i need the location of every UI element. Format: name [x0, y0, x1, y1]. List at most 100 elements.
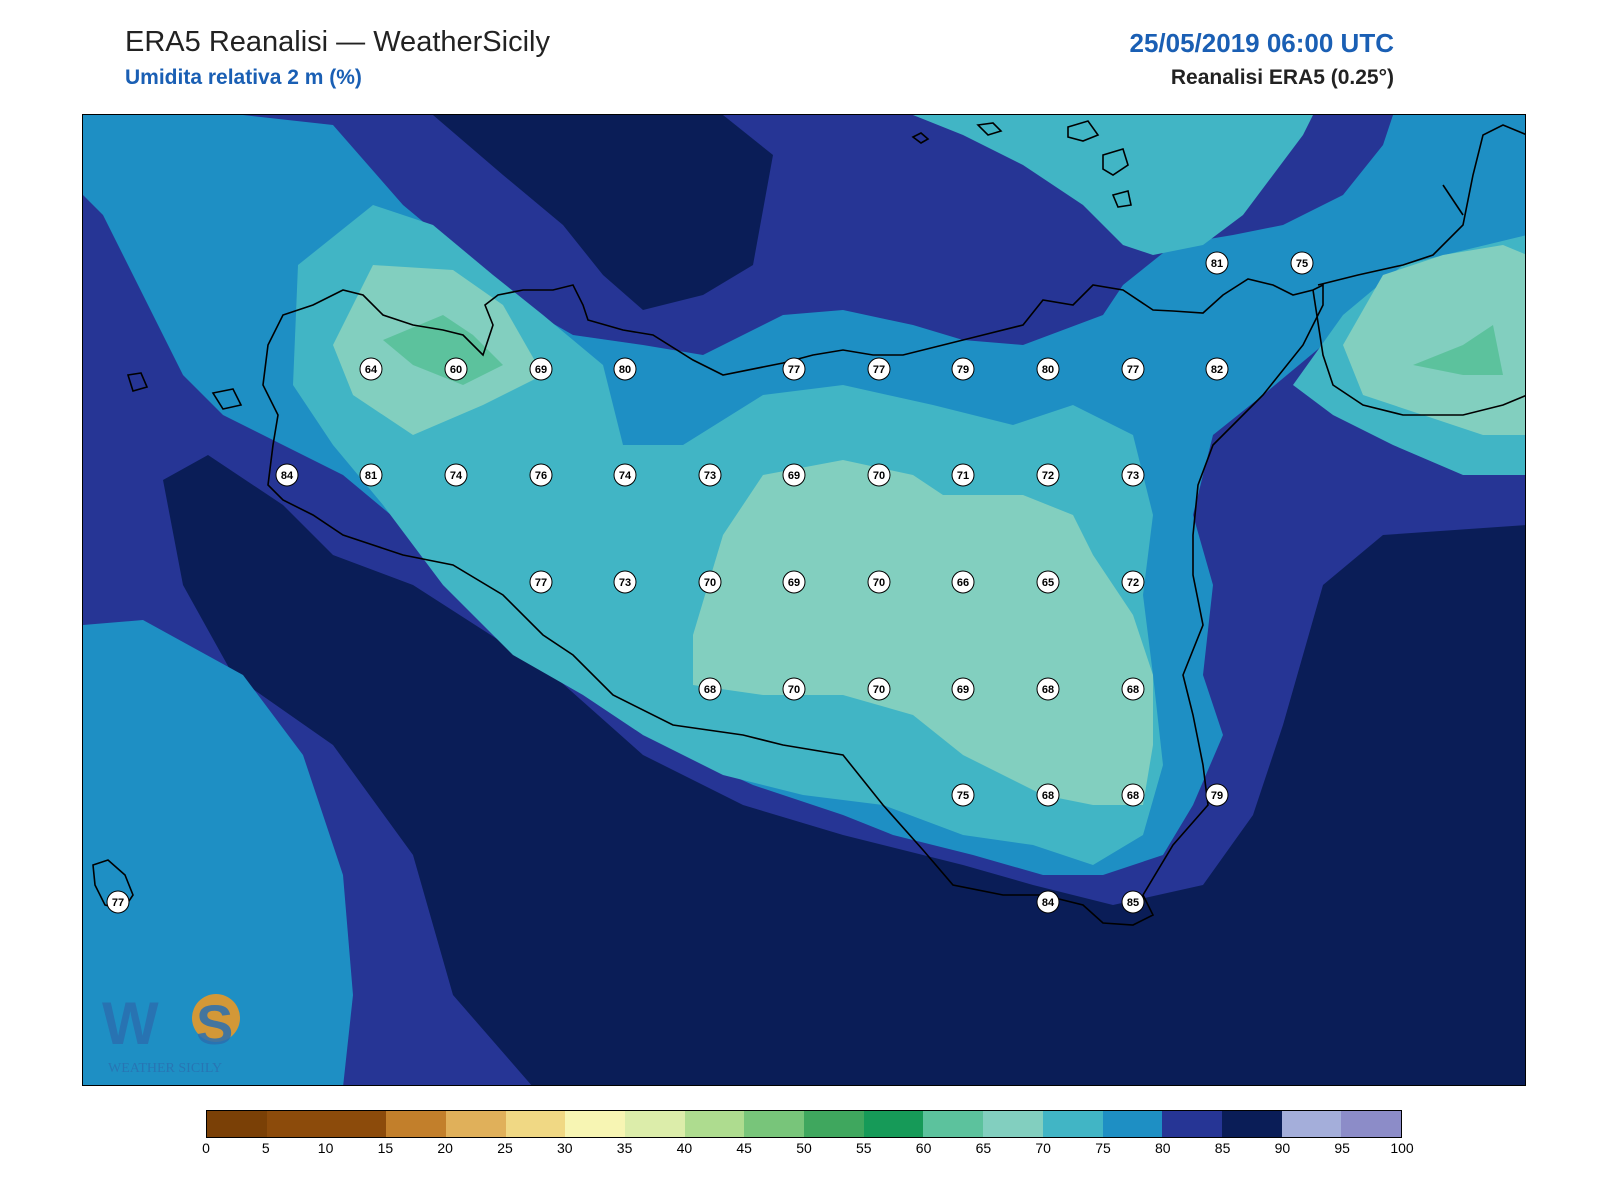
svg-text:W: W	[102, 990, 159, 1057]
station-marker: 77	[867, 357, 891, 381]
band-70-75-northeast	[913, 115, 1313, 255]
station-marker: 80	[1036, 357, 1060, 381]
coastline	[92, 120, 1525, 926]
colorbar-segment	[1162, 1111, 1222, 1137]
station-marker: 76	[529, 463, 553, 487]
station-value: 72	[1127, 577, 1139, 589]
station-marker: 81	[1205, 251, 1229, 275]
station-marker: 70	[867, 677, 891, 701]
colorbar-segment	[326, 1111, 387, 1137]
station-value: 72	[1042, 470, 1054, 482]
colorbar-segment	[386, 1111, 446, 1137]
station-value: 73	[619, 577, 631, 589]
station-value: 77	[873, 364, 885, 376]
svg-text:S: S	[196, 993, 233, 1056]
humidity-map: 64 60 69 80 77 77 79 80 77 82 84 81 74 76 74 73 69 70 71 72…	[82, 114, 1526, 1086]
colorbar-segment	[565, 1111, 625, 1137]
station-marker: 69	[782, 463, 806, 487]
colorbar-segment	[863, 1111, 924, 1137]
station-marker: 70	[867, 570, 891, 594]
colorbar-segment	[207, 1111, 267, 1137]
colorbar-segment	[804, 1111, 864, 1137]
station-value: 70	[873, 684, 885, 696]
station-values: 64 60 69 80 77 77 79 80 77 82 84 81 74 76 74 73 69 70 71 72…	[106, 251, 1314, 914]
band-85-90-north	[433, 115, 773, 310]
station-value: 79	[1211, 790, 1223, 802]
map-source: Reanalisi ERA5 (0.25°)	[1170, 66, 1394, 89]
station-marker: 68	[1121, 677, 1145, 701]
band-65-70-center	[693, 460, 1153, 805]
station-value: 71	[957, 470, 969, 482]
colorbar-tick-label: 60	[915, 1140, 932, 1156]
map-datetime: 25/05/2019 06:00 UTC	[1129, 28, 1394, 58]
station-value: 76	[535, 470, 547, 482]
colorbar-segment	[1042, 1111, 1103, 1137]
station-marker: 80	[613, 357, 637, 381]
station-value: 85	[1127, 897, 1139, 909]
station-marker: 73	[1121, 463, 1145, 487]
band-65-70-east	[1343, 245, 1525, 435]
map-title: ERA5 Reanalisi — WeatherSicily	[125, 26, 550, 58]
colorbar-tick-label: 95	[1334, 1140, 1350, 1156]
colorbar-tick-label: 65	[975, 1140, 992, 1156]
colorbar-tick-label: 0	[202, 1140, 210, 1156]
station-value: 77	[788, 364, 800, 376]
station-marker: 69	[529, 357, 553, 381]
colorbar-tick-label: 35	[616, 1140, 633, 1156]
colorbar-tick-label: 55	[856, 1140, 872, 1156]
station-value: 84	[1042, 897, 1055, 909]
station-value: 80	[619, 364, 631, 376]
colorbar-segment	[684, 1111, 745, 1137]
station-value: 81	[1211, 258, 1223, 270]
colorbar-tick-label: 50	[796, 1140, 812, 1156]
colorbar-segment	[1102, 1111, 1163, 1137]
svg-text:WEATHER SICILY: WEATHER SICILY	[108, 1061, 222, 1076]
station-value: 81	[365, 470, 377, 482]
colorbar-segment	[1341, 1111, 1402, 1137]
station-value: 69	[957, 684, 969, 696]
station-value: 68	[704, 684, 716, 696]
station-marker: 68	[1121, 783, 1145, 807]
station-value: 82	[1211, 364, 1223, 376]
station-value: 69	[788, 470, 800, 482]
station-value: 68	[1127, 790, 1139, 802]
colorbar-tick-label: 15	[377, 1140, 394, 1156]
colorbar-ticks: 0 5 10 15 20 25 30 35 40 45 50 55 60 65 70 75 80 85 90 95 10…	[202, 1140, 1414, 1160]
colorbar-segment	[1221, 1111, 1282, 1137]
station-marker: 71	[951, 463, 975, 487]
station-value: 79	[957, 364, 969, 376]
station-marker: 75	[1290, 251, 1314, 275]
station-marker: 66	[951, 570, 975, 594]
colorbar-tick-label: 10	[317, 1140, 334, 1156]
station-value: 73	[1127, 470, 1139, 482]
colorbar-tick-label: 100	[1390, 1140, 1414, 1156]
colorbar-segment	[266, 1111, 327, 1137]
station-marker: 70	[698, 570, 722, 594]
station-marker: 70	[867, 463, 891, 487]
station-marker: 73	[613, 570, 637, 594]
station-value: 66	[957, 577, 969, 589]
station-marker: 81	[359, 463, 383, 487]
map-subtitle: Umidita relativa 2 m (%)	[125, 66, 362, 89]
band-60-65-east	[1413, 325, 1503, 375]
colorbar	[206, 1110, 1402, 1138]
station-value: 68	[1127, 684, 1139, 696]
station-value: 69	[535, 364, 547, 376]
station-marker: 77	[782, 357, 806, 381]
colorbar-tick-label: 75	[1095, 1140, 1111, 1156]
colorbar-tick-label: 85	[1214, 1140, 1231, 1156]
band-85-90-south	[163, 455, 1525, 1085]
station-value: 77	[1127, 364, 1139, 376]
station-marker: 82	[1205, 357, 1229, 381]
station-marker: 77	[106, 890, 130, 914]
colorbar-segment	[445, 1111, 506, 1137]
colorbar-segment	[505, 1111, 566, 1137]
station-marker: 77	[1121, 357, 1145, 381]
station-value: 80	[1042, 364, 1054, 376]
colorbar-tick-label: 25	[497, 1140, 513, 1156]
station-marker: 60	[444, 357, 468, 381]
colorbar-tick-label: 30	[557, 1140, 573, 1156]
colorbar-tick-label: 40	[676, 1140, 693, 1156]
station-marker: 84	[275, 463, 299, 487]
station-marker: 74	[613, 463, 637, 487]
